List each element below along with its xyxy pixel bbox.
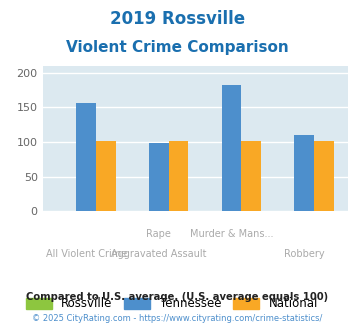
Bar [314,141,334,211]
Bar [222,85,241,211]
Text: © 2025 CityRating.com - https://www.cityrating.com/crime-statistics/: © 2025 CityRating.com - https://www.city… [32,314,323,323]
Bar [149,144,169,211]
Text: Violent Crime Comparison: Violent Crime Comparison [66,40,289,54]
Text: All Violent Crime: All Violent Crime [45,249,127,259]
Text: Compared to U.S. average. (U.S. average equals 100): Compared to U.S. average. (U.S. average … [26,292,329,302]
Bar [169,141,189,211]
Bar [294,135,314,211]
Text: 2019 Rossville: 2019 Rossville [110,10,245,28]
Bar [241,141,261,211]
Text: Rape: Rape [147,229,171,239]
Legend: Rossville, Tennessee, National: Rossville, Tennessee, National [21,293,323,315]
Text: Murder & Mans...: Murder & Mans... [190,229,273,239]
Text: Robbery: Robbery [284,249,324,259]
Text: Aggravated Assault: Aggravated Assault [111,249,207,259]
Bar [96,141,116,211]
Bar [76,103,96,211]
